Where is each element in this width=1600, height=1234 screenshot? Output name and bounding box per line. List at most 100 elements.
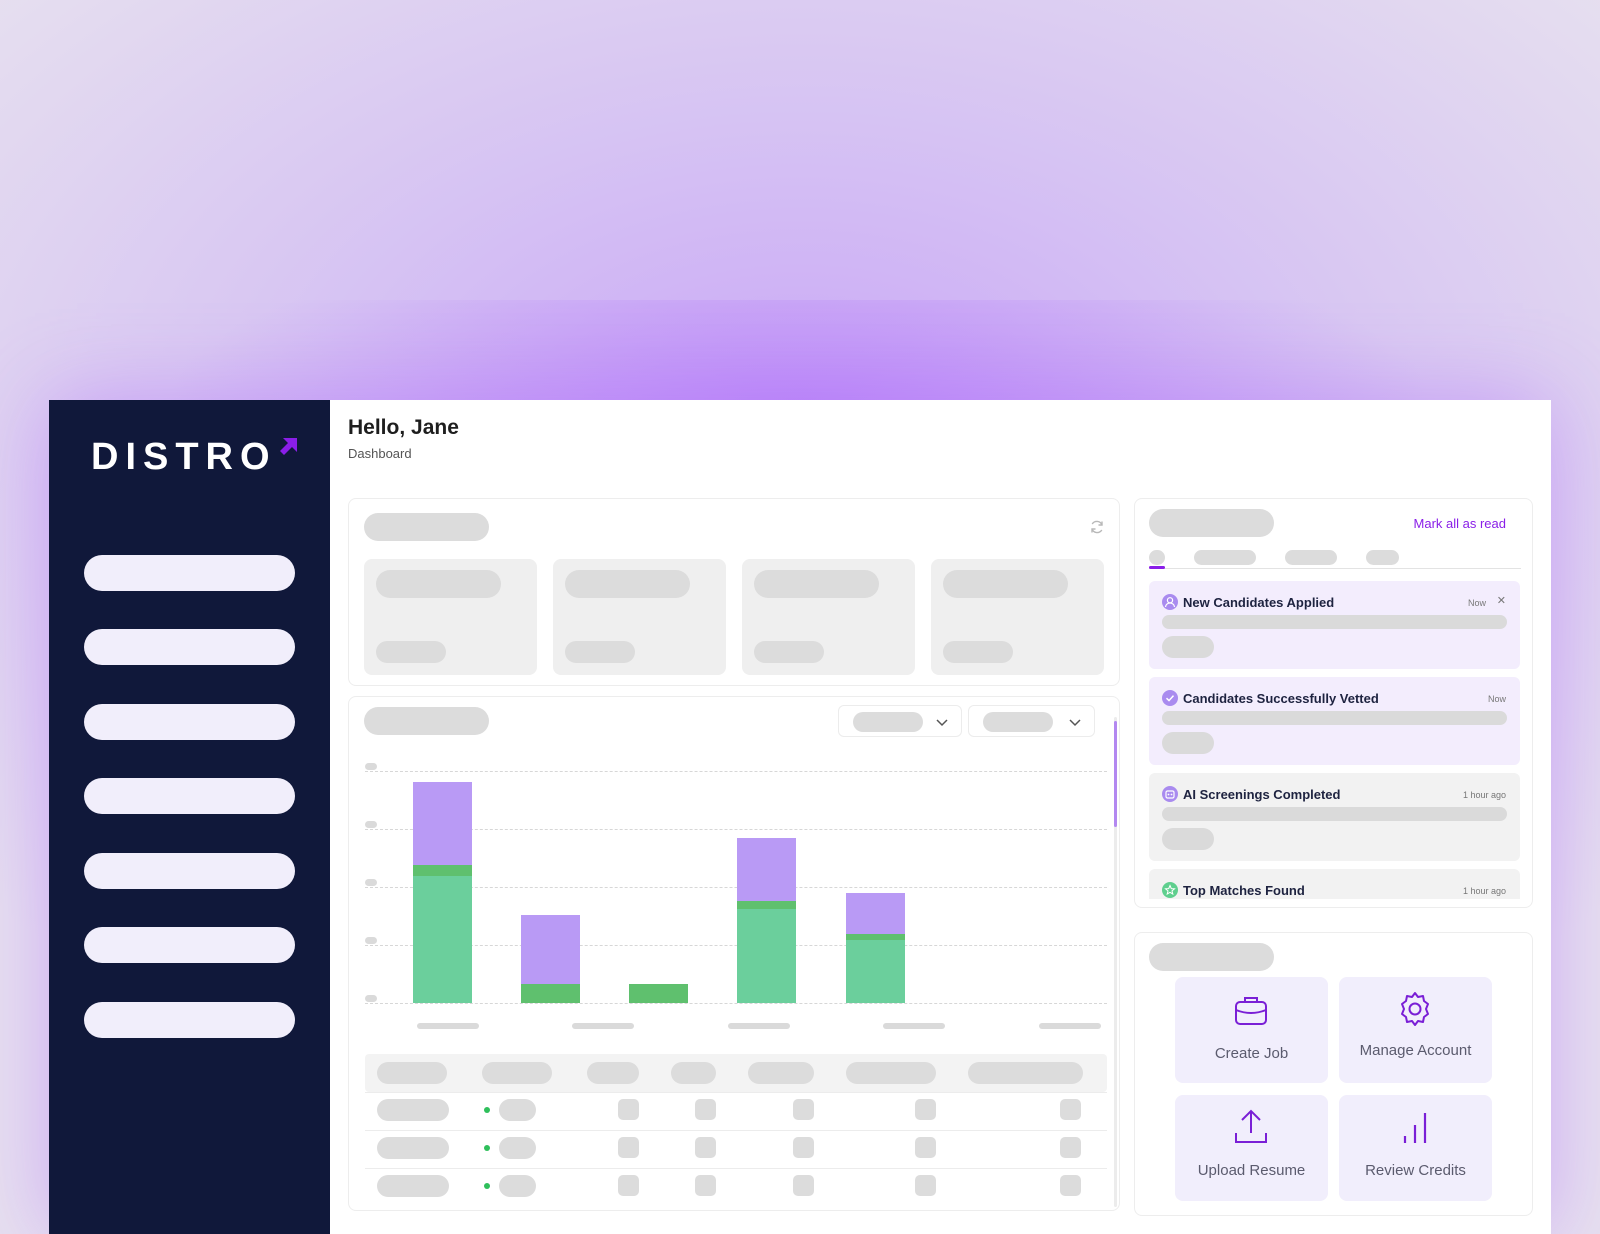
action-label: Create Job	[1214, 1045, 1289, 1062]
filter-dropdown-2[interactable]	[968, 705, 1095, 737]
review-credits-button[interactable]: Review Credits	[1339, 1095, 1492, 1201]
row-divider	[365, 1092, 1107, 1093]
star-icon	[1162, 882, 1178, 898]
gridline	[365, 945, 1107, 946]
bar-chart-icon	[1403, 1113, 1427, 1143]
tab-2[interactable]	[1194, 550, 1256, 565]
gear-icon	[1401, 992, 1429, 1026]
notification-item[interactable]: Candidates Successfully Vetted Now	[1149, 677, 1520, 765]
sidebar-item-1[interactable]	[84, 555, 295, 591]
bar-segment[interactable]	[413, 865, 472, 877]
bar-segment[interactable]	[846, 934, 905, 940]
notification-title: AI Screenings Completed	[1183, 787, 1341, 802]
bar-segment[interactable]	[521, 983, 580, 1003]
quick-actions-title-placeholder	[1149, 943, 1274, 971]
chart-title-placeholder	[364, 707, 489, 735]
chevron-down-icon	[1069, 719, 1081, 727]
bar-segment[interactable]	[846, 939, 905, 1003]
table-row[interactable]	[365, 1168, 1107, 1206]
x-tick-label	[1039, 1023, 1101, 1029]
robot-icon	[1162, 786, 1178, 802]
table-row[interactable]	[365, 1130, 1107, 1168]
notification-time: Now	[1487, 694, 1506, 704]
close-icon[interactable]: ✕	[1496, 595, 1506, 607]
row-divider	[365, 1168, 1107, 1169]
bar-segment[interactable]	[413, 876, 472, 1003]
bar-segment[interactable]	[737, 837, 796, 901]
tab-1[interactable]	[1149, 550, 1165, 565]
notification-item[interactable]: New Candidates Applied Now ✕	[1149, 581, 1520, 669]
notification-item[interactable]: Top Matches Found 1 hour ago	[1149, 869, 1520, 899]
sidebar-item-3[interactable]	[84, 704, 295, 740]
stat-tile-1[interactable]	[364, 559, 537, 675]
action-label: Upload Resume	[1197, 1162, 1306, 1179]
y-tick-label	[365, 995, 377, 1002]
x-tick-label	[728, 1023, 790, 1029]
y-tick-label	[365, 763, 377, 770]
page-title: Hello, Jane	[348, 416, 459, 439]
notification-title: New Candidates Applied	[1183, 595, 1335, 610]
x-tick-label	[417, 1023, 479, 1029]
bar-segment[interactable]	[737, 900, 796, 910]
refresh-icon[interactable]	[1089, 519, 1105, 535]
bar-segment[interactable]	[521, 914, 580, 984]
notifications-card: Mark all as read New Candidates Applied …	[1134, 498, 1533, 908]
gridline	[365, 887, 1107, 888]
tab-4[interactable]	[1366, 550, 1399, 565]
sidebar-item-2[interactable]	[84, 629, 295, 665]
app-window: DISTRO Hello, Jane Dashboard	[49, 400, 1551, 1234]
main-content: Hello, Jane Dashboard	[330, 400, 1551, 1234]
sidebar-item-6[interactable]	[84, 927, 295, 963]
sidebar-item-7[interactable]	[84, 1002, 295, 1038]
bar-segment[interactable]	[846, 892, 905, 935]
sidebar: DISTRO	[49, 400, 330, 1234]
gridline	[365, 771, 1107, 772]
notification-title: Top Matches Found	[1183, 883, 1305, 898]
upload-icon	[1235, 1109, 1267, 1143]
upload-resume-button[interactable]: Upload Resume	[1175, 1095, 1328, 1201]
tab-3[interactable]	[1285, 550, 1337, 565]
logo-arrow-icon	[279, 438, 297, 455]
notification-title: Candidates Successfully Vetted	[1183, 691, 1379, 706]
stats-card	[348, 498, 1120, 686]
stat-tile-4[interactable]	[931, 559, 1104, 675]
status-dot	[484, 1145, 490, 1151]
quick-actions-card: Create Job Manage Account Upload Resume	[1134, 932, 1533, 1216]
gridline	[365, 1003, 1107, 1004]
row-divider	[365, 1130, 1107, 1131]
manage-account-button[interactable]: Manage Account	[1339, 977, 1492, 1083]
stat-tile-3[interactable]	[742, 559, 915, 675]
status-dot	[484, 1183, 490, 1189]
mark-all-read-link[interactable]: Mark all as read	[1413, 516, 1506, 531]
table-row[interactable]	[365, 1092, 1107, 1130]
create-job-button[interactable]: Create Job	[1175, 977, 1328, 1083]
gridline	[365, 829, 1107, 830]
check-badge-icon	[1162, 690, 1178, 706]
bar-segment[interactable]	[413, 782, 472, 866]
x-tick-label	[572, 1023, 634, 1029]
stats-title-placeholder	[364, 513, 489, 541]
bar-segment[interactable]	[737, 909, 796, 1003]
notification-time: Now	[1467, 598, 1486, 608]
filter-dropdown-1[interactable]	[838, 705, 962, 737]
breadcrumb: Dashboard	[348, 446, 412, 461]
notification-time: 1 hour ago	[1462, 790, 1506, 800]
action-label: Review Credits	[1365, 1162, 1466, 1179]
chart-card	[348, 696, 1120, 1211]
y-tick-label	[365, 937, 377, 944]
logo[interactable]: DISTRO	[91, 436, 299, 479]
status-dot	[484, 1107, 490, 1113]
briefcase-icon	[1235, 997, 1267, 1025]
notification-item[interactable]: AI Screenings Completed 1 hour ago	[1149, 773, 1520, 861]
x-tick-label	[883, 1023, 945, 1029]
notifications-title-placeholder	[1149, 509, 1274, 537]
bar-segment[interactable]	[629, 983, 688, 1003]
scrollbar-thumb[interactable]	[1114, 721, 1117, 827]
logo-text: DISTRO	[91, 436, 277, 478]
notification-time: 1 hour ago	[1462, 886, 1506, 896]
sidebar-item-4[interactable]	[84, 778, 295, 814]
scrollbar-track[interactable]	[1114, 717, 1117, 1207]
sidebar-item-5[interactable]	[84, 853, 295, 889]
active-tab-indicator	[1149, 566, 1165, 569]
stat-tile-2[interactable]	[553, 559, 726, 675]
